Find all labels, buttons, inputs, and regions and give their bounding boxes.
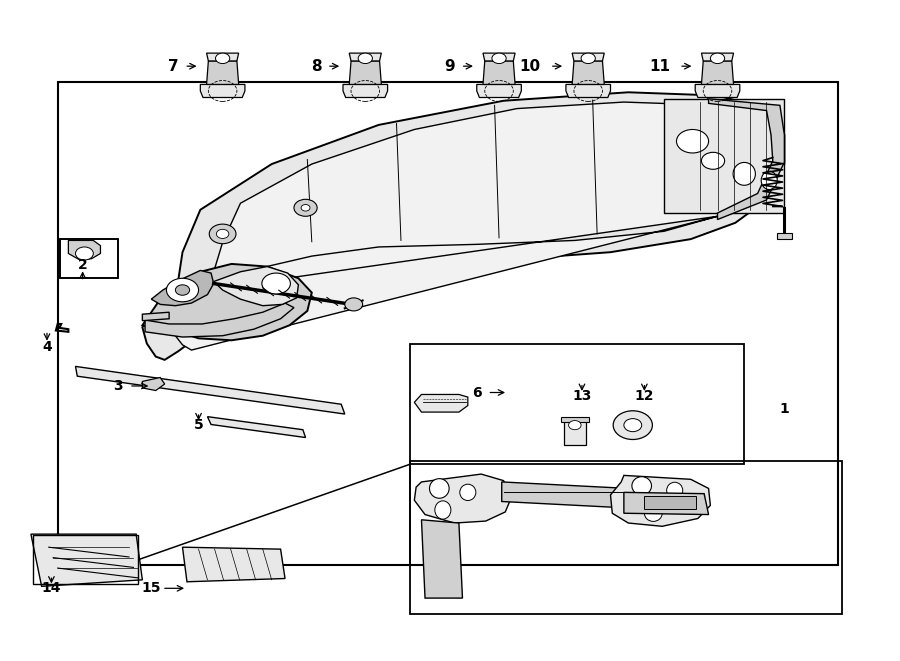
Polygon shape xyxy=(142,264,311,340)
Circle shape xyxy=(613,410,652,440)
Polygon shape xyxy=(31,534,142,586)
Polygon shape xyxy=(142,377,165,391)
Circle shape xyxy=(216,229,229,239)
Circle shape xyxy=(345,298,363,311)
Polygon shape xyxy=(142,312,169,321)
Text: 5: 5 xyxy=(194,418,203,432)
Circle shape xyxy=(358,53,373,63)
Polygon shape xyxy=(572,53,604,61)
Ellipse shape xyxy=(460,485,476,500)
Polygon shape xyxy=(708,98,785,219)
Text: 10: 10 xyxy=(519,59,541,73)
Polygon shape xyxy=(572,61,604,85)
Text: 7: 7 xyxy=(168,59,179,73)
Circle shape xyxy=(569,420,581,430)
Polygon shape xyxy=(701,53,734,61)
Circle shape xyxy=(701,152,724,169)
Polygon shape xyxy=(207,61,238,85)
Text: 15: 15 xyxy=(141,581,161,596)
Polygon shape xyxy=(349,61,382,85)
Polygon shape xyxy=(142,93,785,360)
Circle shape xyxy=(581,53,595,63)
Polygon shape xyxy=(477,85,521,98)
Polygon shape xyxy=(483,61,515,85)
Polygon shape xyxy=(151,270,213,305)
Circle shape xyxy=(294,200,317,216)
Circle shape xyxy=(677,130,708,153)
Text: 6: 6 xyxy=(472,385,482,399)
Bar xyxy=(564,418,586,445)
Polygon shape xyxy=(68,241,101,260)
Polygon shape xyxy=(624,492,708,514)
Circle shape xyxy=(176,285,190,295)
Ellipse shape xyxy=(667,483,683,498)
Circle shape xyxy=(166,278,199,302)
Bar xyxy=(60,239,118,278)
Text: 1: 1 xyxy=(779,402,789,416)
Polygon shape xyxy=(208,416,306,438)
Ellipse shape xyxy=(761,171,778,190)
Ellipse shape xyxy=(734,163,755,185)
Polygon shape xyxy=(207,53,238,61)
Circle shape xyxy=(624,418,642,432)
Polygon shape xyxy=(414,474,512,523)
Polygon shape xyxy=(343,85,388,98)
Polygon shape xyxy=(176,102,771,350)
Polygon shape xyxy=(610,475,710,526)
Bar xyxy=(561,416,590,422)
Polygon shape xyxy=(483,53,515,61)
Polygon shape xyxy=(145,303,294,337)
Circle shape xyxy=(76,247,94,260)
Bar xyxy=(58,83,838,565)
Bar xyxy=(410,461,842,615)
Bar xyxy=(410,344,744,464)
Polygon shape xyxy=(566,85,610,98)
Polygon shape xyxy=(76,366,345,414)
Polygon shape xyxy=(183,547,285,582)
Bar xyxy=(664,98,785,213)
Bar xyxy=(32,535,138,584)
Text: 4: 4 xyxy=(42,340,52,354)
Bar xyxy=(60,239,118,278)
Polygon shape xyxy=(201,85,245,98)
Polygon shape xyxy=(213,266,299,305)
Circle shape xyxy=(710,53,724,63)
Ellipse shape xyxy=(644,505,662,522)
Text: 8: 8 xyxy=(310,59,321,73)
Circle shape xyxy=(262,273,291,294)
Text: 11: 11 xyxy=(649,59,670,73)
Polygon shape xyxy=(701,61,734,85)
Polygon shape xyxy=(414,395,468,412)
Text: 3: 3 xyxy=(113,379,123,393)
Polygon shape xyxy=(349,53,382,61)
Ellipse shape xyxy=(435,501,451,519)
Text: 2: 2 xyxy=(77,258,87,272)
Circle shape xyxy=(302,204,310,211)
Polygon shape xyxy=(421,520,463,598)
Text: 14: 14 xyxy=(41,581,61,596)
Circle shape xyxy=(492,53,506,63)
Text: 12: 12 xyxy=(634,389,654,403)
Polygon shape xyxy=(501,482,628,508)
Ellipse shape xyxy=(429,479,449,498)
Text: 13: 13 xyxy=(572,389,591,403)
Bar xyxy=(778,233,791,239)
Circle shape xyxy=(215,53,230,63)
Circle shape xyxy=(209,224,236,244)
Polygon shape xyxy=(695,85,740,98)
Ellipse shape xyxy=(632,477,652,495)
Bar xyxy=(644,496,696,510)
Text: 9: 9 xyxy=(445,59,455,73)
